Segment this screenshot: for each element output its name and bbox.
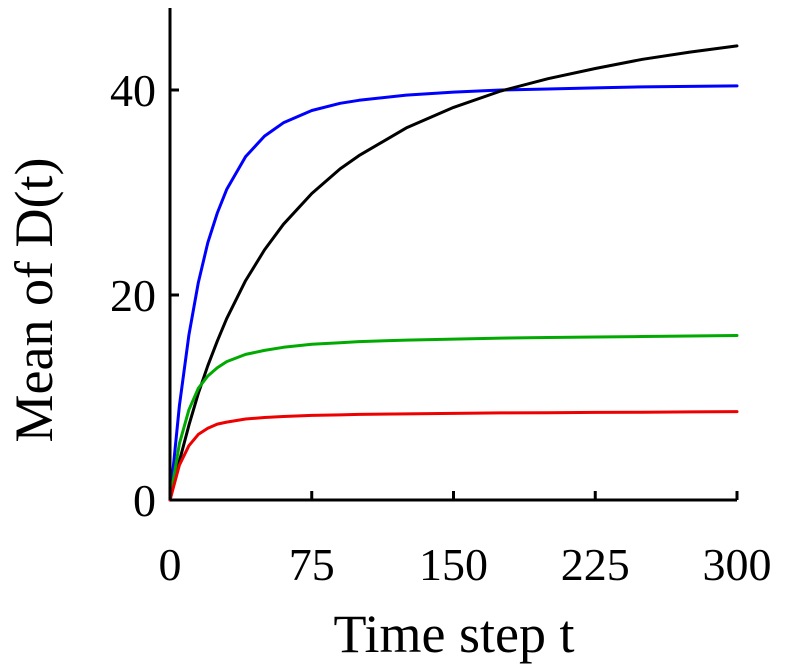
y-axis-label: Mean of D(t): [4, 158, 64, 443]
y-tick-label-2: 40: [110, 65, 156, 116]
series-line-2: [168, 334, 739, 502]
x-tick-label-1: 75: [289, 539, 335, 590]
y-tick-label-1: 20: [110, 270, 156, 321]
x-tick-label-4: 300: [703, 539, 772, 590]
x-tick-label-2: 150: [419, 539, 488, 590]
x-tick-label-0: 0: [159, 539, 182, 590]
axes-layer: 0 75 150 225 300 0 20 40: [110, 8, 772, 590]
series-layer: [168, 44, 739, 502]
labels-layer: Time step t Mean of D(t): [4, 158, 575, 664]
series-line-3: [168, 410, 739, 502]
x-axis-label: Time step t: [333, 604, 574, 664]
series-line-1: [168, 44, 739, 502]
series-line-0: [168, 84, 739, 502]
x-tick-label-3: 225: [561, 539, 630, 590]
y-tick-label-0: 0: [133, 475, 156, 526]
